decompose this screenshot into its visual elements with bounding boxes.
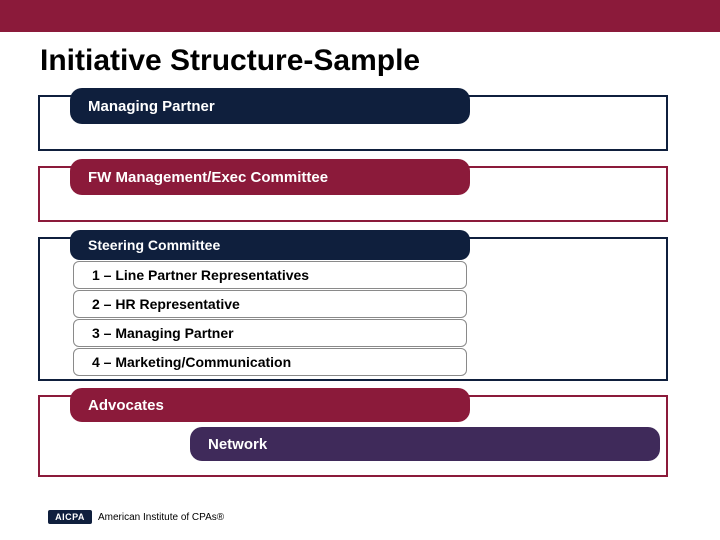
steering-row-1: 1 – Line Partner Representatives bbox=[73, 261, 467, 289]
page-title: Initiative Structure-Sample bbox=[40, 44, 420, 78]
logo-badge: AICPA bbox=[48, 510, 92, 524]
slide: Initiative Structure-Sample 1 – Line Par… bbox=[0, 0, 720, 540]
pill-0: Managing Partner bbox=[70, 88, 470, 124]
steering-row-label: 2 – HR Representative bbox=[92, 296, 240, 312]
steering-row-2: 2 – HR Representative bbox=[73, 290, 467, 318]
footer-caption: American Institute of CPAs® bbox=[98, 512, 224, 523]
top-bar bbox=[0, 0, 720, 32]
pill-1: FW Management/Exec Committee bbox=[70, 159, 470, 195]
steering-row-4: 4 – Marketing/Communication bbox=[73, 348, 467, 376]
pill-label: Steering Committee bbox=[88, 237, 220, 253]
steering-row-label: 3 – Managing Partner bbox=[92, 325, 234, 341]
logo-badge-text: AICPA bbox=[55, 512, 85, 522]
pill-label: Network bbox=[208, 436, 267, 453]
steering-row-3: 3 – Managing Partner bbox=[73, 319, 467, 347]
pill-4: Network bbox=[190, 427, 660, 461]
pill-label: Advocates bbox=[88, 397, 164, 414]
steering-row-label: 1 – Line Partner Representatives bbox=[92, 267, 309, 283]
footer: AICPA American Institute of CPAs® bbox=[48, 510, 224, 524]
pill-label: Managing Partner bbox=[88, 98, 215, 115]
page-title-text: Initiative Structure-Sample bbox=[40, 44, 420, 77]
pill-2: Steering Committee bbox=[70, 230, 470, 260]
pill-3: Advocates bbox=[70, 388, 470, 422]
steering-row-label: 4 – Marketing/Communication bbox=[92, 354, 291, 370]
pill-label: FW Management/Exec Committee bbox=[88, 169, 328, 186]
